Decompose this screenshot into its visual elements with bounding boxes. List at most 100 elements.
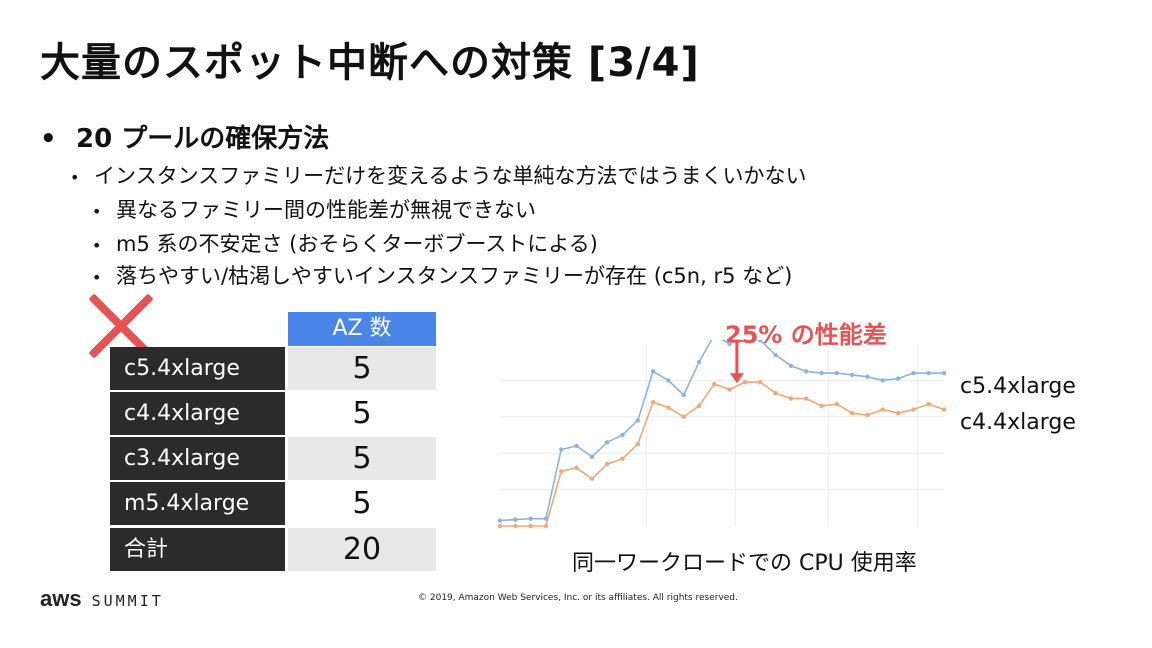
data-point: [819, 403, 824, 409]
data-point: [926, 370, 931, 376]
gap-arrow-icon: [729, 340, 744, 384]
data-point: [880, 407, 885, 412]
bullet-level3-item: • m5 系の不安定さ (おそらくターボブーストによる): [92, 228, 598, 258]
data-point: [574, 443, 579, 449]
bullet-dot: •: [92, 267, 102, 287]
bullet-level2-text: インスタンスファミリーだけを変えるような単純な方法ではうまくいかない: [94, 164, 807, 188]
data-point: [543, 523, 549, 529]
table-row-total: 合計 20: [110, 528, 436, 571]
data-point: [742, 380, 748, 385]
bullet-dot: •: [40, 124, 57, 154]
data-point: [941, 370, 947, 376]
chart-caption: 同一ワークロードでの CPU 使用率: [572, 551, 917, 576]
data-point: [528, 516, 533, 521]
data-point: [804, 396, 809, 401]
data-point: [911, 370, 916, 376]
table-cell-value: 5: [288, 437, 436, 480]
table-cell-value: 5: [288, 347, 436, 390]
page-title: 大量のスポット中断への対策 [3/4]: [40, 40, 700, 86]
summit-logo-text: SUMMIT: [91, 592, 164, 610]
data-point: [681, 414, 686, 419]
bullet-dot: •: [92, 235, 102, 255]
bullet-level3-text: 落ちやすい/枯渇しやすいインスタンスファミリーが存在 (c5n, r5 など): [116, 264, 793, 288]
data-point: [497, 518, 503, 523]
bullet-level3-text: m5 系の不安定さ (おそらくターボブーストによる): [116, 232, 598, 256]
data-point: [681, 392, 686, 398]
data-point: [528, 523, 533, 529]
table-cell-instance: c5.4xlarge: [110, 347, 285, 390]
data-point: [880, 378, 885, 383]
table-cell-total-value: 20: [288, 528, 436, 571]
data-point: [559, 447, 564, 452]
bullet-level1: • 20 プールの確保方法: [40, 118, 329, 155]
data-point: [895, 376, 901, 381]
data-point: [819, 370, 824, 376]
data-point: [911, 407, 916, 412]
data-point: [834, 401, 840, 407]
data-point: [513, 517, 518, 522]
bullet-level3-text: 異なるファミリー間の性能差が無視できない: [116, 198, 536, 222]
data-point: [865, 374, 870, 379]
bullet-level2: • インスタンスファミリーだけを変えるような単純な方法ではうまくいかない: [70, 160, 807, 190]
bullet-level1-text: 20 プールの確保方法: [76, 124, 330, 154]
data-point: [589, 454, 595, 460]
data-point: [712, 381, 717, 387]
data-point: [758, 380, 763, 385]
performance-gap-annotation: 25% の性能差: [725, 321, 887, 349]
bullet-level3-item: • 異なるファミリー間の性能差が無視できない: [92, 194, 536, 224]
aws-logo-text: aws: [40, 586, 82, 611]
data-point: [650, 369, 656, 374]
table-cell-total-label: 合計: [110, 528, 285, 571]
table-cell-instance: c3.4xlarge: [110, 437, 285, 480]
data-point: [849, 410, 855, 416]
data-point: [926, 401, 931, 407]
data-point: [650, 400, 656, 405]
data-point: [635, 418, 640, 423]
data-point: [574, 465, 579, 470]
data-point: [941, 407, 947, 412]
data-point: [773, 352, 778, 358]
data-point: [620, 456, 625, 461]
data-point: [849, 372, 855, 378]
bullet-dot: •: [70, 167, 80, 187]
cpu-usage-line-chart: [497, 340, 947, 529]
data-point: [559, 469, 564, 474]
data-point: [727, 387, 732, 392]
data-point: [635, 441, 640, 447]
bullet-level3-item: • 落ちやすい/枯渇しやすいインスタンスファミリーが存在 (c5n, r5 など): [92, 260, 792, 290]
data-point: [513, 523, 518, 529]
table-cell-instance: c4.4xlarge: [110, 392, 285, 435]
data-point: [696, 403, 702, 409]
table-row: c4.4xlarge 5: [110, 392, 436, 435]
data-point: [666, 405, 671, 410]
aws-summit-logo: aws SUMMIT: [40, 586, 164, 612]
data-point: [604, 461, 610, 467]
table-row: c5.4xlarge 5: [110, 347, 436, 390]
data-point: [497, 523, 503, 529]
data-point: [804, 369, 809, 374]
series-line-c5: [499, 340, 944, 522]
data-point: [604, 440, 610, 445]
data-point: [834, 370, 840, 376]
data-point: [788, 396, 794, 401]
table-row: c3.4xlarge 5: [110, 437, 436, 480]
data-point: [696, 360, 702, 365]
data-point: [589, 476, 595, 481]
table-cell-instance: m5.4xlarge: [110, 482, 285, 525]
bullet-dot: •: [92, 201, 102, 221]
legend-label-c4: c4.4xlarge: [960, 410, 1076, 435]
data-point: [895, 410, 901, 416]
data-point: [727, 341, 732, 347]
data-point: [620, 432, 625, 438]
table-cell-value: 5: [288, 482, 436, 525]
data-point: [773, 390, 778, 396]
table-row: m5.4xlarge 5: [110, 482, 436, 525]
data-point: [758, 340, 763, 343]
table-cell-value: 5: [288, 392, 436, 435]
copyright-notice: © 2019, Amazon Web Services, Inc. or its…: [418, 593, 738, 603]
series-line-c4: [500, 381, 945, 527]
table-header-az-count: AZ 数: [288, 312, 436, 346]
data-point: [865, 412, 870, 418]
data-point: [788, 363, 794, 369]
data-point: [666, 378, 671, 383]
